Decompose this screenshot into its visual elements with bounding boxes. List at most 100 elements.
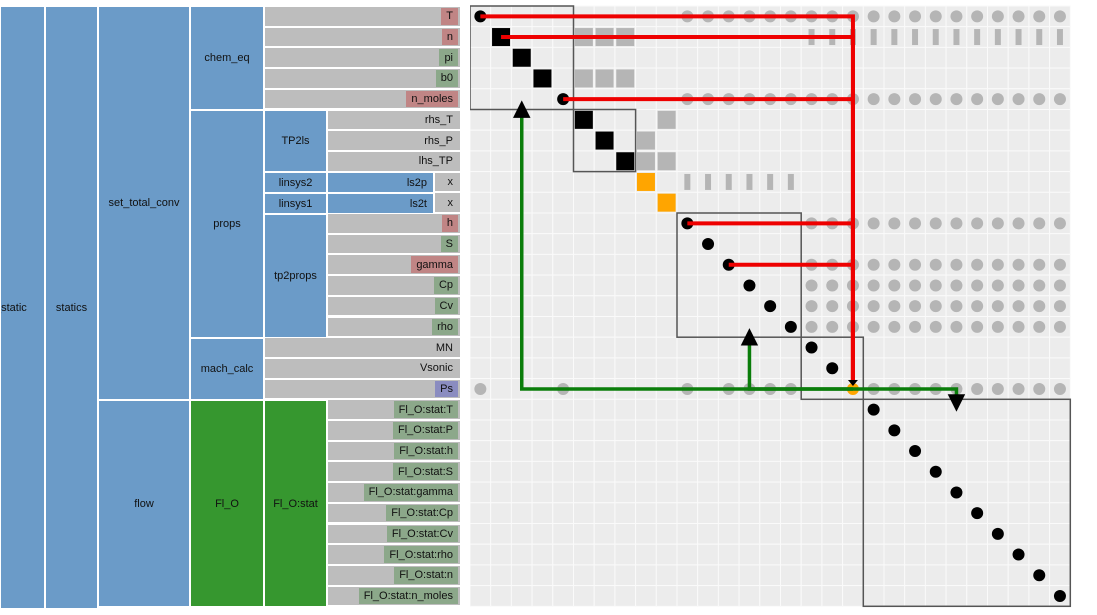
- variable-row[interactable]: Fl_O:stat:S: [327, 461, 461, 483]
- dependency-dot: [867, 300, 880, 313]
- variable-row[interactable]: pi: [264, 47, 461, 69]
- tree-flow[interactable]: flow: [98, 400, 190, 607]
- tree-mach-calc[interactable]: mach_calc: [190, 338, 264, 400]
- matrix-cell: [676, 419, 699, 442]
- matrix-cell: [945, 460, 968, 483]
- matrix-cell: [966, 523, 988, 545]
- tree-fl-o-stat[interactable]: Fl_O:stat: [264, 400, 327, 607]
- matrix-cell: [780, 481, 802, 504]
- tree-tp2ls[interactable]: TP2ls: [264, 110, 327, 172]
- matrix-cell: [676, 460, 699, 483]
- matrix-cell: [904, 398, 926, 421]
- matrix-cell: [1049, 419, 1071, 442]
- variable-label: Fl_O:stat:P: [392, 422, 458, 439]
- tree-linsys1[interactable]: linsys1: [264, 193, 327, 214]
- tree-props[interactable]: props: [190, 110, 264, 338]
- matrix-cell: [531, 523, 554, 545]
- matrix-cell: [490, 295, 512, 317]
- matrix-cell: [531, 274, 554, 297]
- matrix-cell: [862, 67, 885, 90]
- matrix-cell: [655, 564, 678, 587]
- matrix-cell: [676, 150, 699, 173]
- matrix-cell: [883, 523, 906, 545]
- tree-linsys2[interactable]: linsys2: [264, 172, 327, 193]
- variable-row[interactable]: Ps: [264, 378, 461, 400]
- matrix-cell: [966, 109, 988, 131]
- dependency-dot: [888, 217, 901, 230]
- variable-row[interactable]: b0: [264, 68, 461, 89]
- matrix-cell: [717, 46, 740, 69]
- variable-label: Fl_O:stat:h: [394, 442, 458, 460]
- variable-row[interactable]: Fl_O:stat:Cv: [327, 523, 461, 545]
- group-box: [676, 212, 802, 338]
- dependency-square: [636, 131, 655, 150]
- matrix-cell: [552, 295, 575, 317]
- matrix-cell: [470, 543, 492, 566]
- matrix-cell: [1049, 481, 1071, 504]
- dependency-dot: [971, 93, 984, 106]
- variable-row[interactable]: S: [327, 233, 461, 255]
- tree-chem-eq[interactable]: chem_eq: [190, 6, 264, 110]
- variable-row[interactable]: Fl_O:stat:n: [327, 564, 461, 586]
- variable-row[interactable]: rhs_P: [327, 130, 461, 151]
- variable-row[interactable]: x: [434, 192, 461, 213]
- matrix-cell: [676, 440, 699, 462]
- variable-row[interactable]: n_moles: [264, 88, 461, 110]
- variable-row[interactable]: Fl_O:stat:P: [327, 420, 461, 441]
- tree-statics[interactable]: statics: [45, 6, 98, 609]
- matrix-cell: [780, 440, 802, 462]
- matrix-cell: [924, 171, 947, 193]
- variable-row[interactable]: Fl_O:stat:n_moles: [327, 585, 461, 607]
- matrix-cell: [470, 191, 492, 214]
- matrix-cell: [987, 502, 1009, 524]
- matrix-cell: [593, 171, 616, 193]
- variable-row[interactable]: Vsonic: [264, 357, 461, 379]
- matrix-cell: [490, 67, 512, 90]
- matrix-cell: [593, 46, 616, 69]
- variable-row[interactable]: MN: [264, 337, 461, 358]
- matrix-cell: [1028, 357, 1051, 380]
- matrix-cell: [573, 440, 595, 462]
- variable-row[interactable]: T: [264, 6, 461, 27]
- variable-row[interactable]: gamma: [327, 254, 461, 276]
- tree-fl-o[interactable]: Fl_O: [190, 400, 264, 607]
- variable-row[interactable]: Fl_O:stat:h: [327, 440, 461, 462]
- variable-row[interactable]: Fl_O:stat:gamma: [327, 482, 461, 503]
- variable-row[interactable]: Fl_O:stat:Cp: [327, 502, 461, 524]
- variable-row[interactable]: h: [327, 213, 461, 234]
- matrix-cell: [883, 460, 906, 483]
- variable-row[interactable]: rhs_T: [327, 109, 461, 131]
- dependency-bar: [746, 173, 753, 190]
- variable-row[interactable]: Fl_O:stat:T: [327, 399, 461, 420]
- dependency-dot: [1033, 10, 1046, 23]
- variable-row[interactable]: Fl_O:stat:rho: [327, 544, 461, 565]
- matrix-cell: [904, 171, 926, 193]
- downstream-arrow: [852, 387, 966, 412]
- tree-set-total-conv[interactable]: set_total_conv: [98, 6, 190, 400]
- variable-row[interactable]: Cp: [327, 275, 461, 296]
- dependency-bar: [891, 29, 898, 46]
- dependency-dot: [929, 300, 942, 313]
- matrix-cell: [1007, 523, 1030, 545]
- dependency-dot: [929, 258, 942, 271]
- dependency-dot: [888, 10, 901, 23]
- matrix-cell: [904, 502, 926, 524]
- tree-ls2p[interactable]: ls2p: [327, 172, 434, 193]
- dependency-dot: [909, 279, 922, 292]
- upstream-arrow: [728, 262, 855, 381]
- matrix-cell: [717, 440, 740, 462]
- tree-tp2props[interactable]: tp2props: [264, 214, 327, 338]
- matrix-cell: [924, 46, 947, 69]
- matrix-cell: [1028, 191, 1051, 214]
- tree-ls2t[interactable]: ls2t: [327, 193, 434, 214]
- matrix-cell: [614, 419, 637, 442]
- dependency-dot: [826, 300, 839, 313]
- variable-row[interactable]: rho: [327, 316, 461, 338]
- variable-row[interactable]: n: [264, 26, 461, 48]
- matrix-cell: [800, 585, 823, 607]
- variable-row[interactable]: lhs_TP: [327, 150, 461, 172]
- matrix-cell: [470, 502, 492, 524]
- tree-root[interactable]: _static: [0, 6, 45, 609]
- variable-row[interactable]: Cv: [327, 295, 461, 317]
- variable-row[interactable]: x: [434, 171, 461, 193]
